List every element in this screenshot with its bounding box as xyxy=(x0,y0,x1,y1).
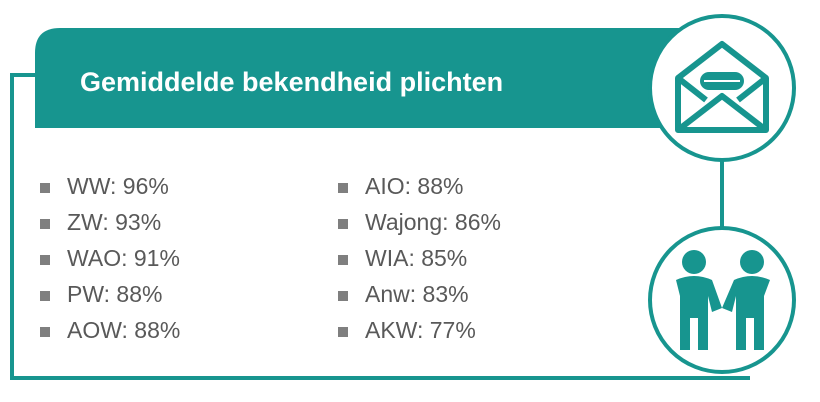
list-item: Anw: 83% xyxy=(365,281,469,307)
title-banner xyxy=(35,28,690,128)
list-item: ZW: 93% xyxy=(67,209,161,235)
list-item: WAO: 91% xyxy=(67,245,180,271)
list-item: AKW: 77% xyxy=(365,317,476,343)
title: Gemiddelde bekendheid plichten xyxy=(80,67,503,97)
list-item: AOW: 88% xyxy=(67,317,180,343)
bullet xyxy=(338,255,348,265)
list-item: PW: 88% xyxy=(67,281,162,307)
bullet xyxy=(40,183,50,193)
frame xyxy=(10,73,750,380)
list-item: Wajong: 86% xyxy=(365,209,501,235)
handshake-icon xyxy=(676,250,770,350)
list-item: AIO: 88% xyxy=(365,173,463,199)
bullet xyxy=(338,327,348,337)
bullet xyxy=(338,219,348,229)
bullet xyxy=(338,183,348,193)
bullet xyxy=(40,219,50,229)
list-item: WW: 96% xyxy=(67,173,169,199)
bullet xyxy=(40,291,50,301)
list-item: WIA: 85% xyxy=(365,245,467,271)
bullet xyxy=(40,255,50,265)
bullet xyxy=(338,291,348,301)
icon-circle xyxy=(648,226,796,374)
bullet xyxy=(40,327,50,337)
envelope-icon xyxy=(675,41,769,133)
